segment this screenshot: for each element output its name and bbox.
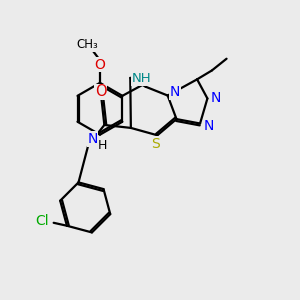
Text: NH: NH	[131, 72, 151, 85]
Text: Cl: Cl	[35, 214, 49, 228]
Text: S: S	[151, 136, 159, 151]
Text: CH₃: CH₃	[77, 38, 98, 51]
Text: N: N	[211, 92, 221, 106]
Text: H: H	[98, 139, 108, 152]
Text: N: N	[170, 85, 180, 99]
Text: N: N	[87, 132, 98, 146]
Text: O: O	[95, 85, 106, 100]
Text: O: O	[94, 58, 105, 72]
Text: N: N	[204, 119, 214, 133]
